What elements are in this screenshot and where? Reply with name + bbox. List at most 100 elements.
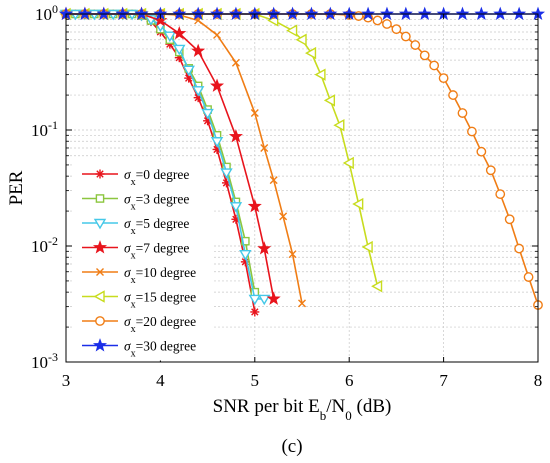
marker-shape [523, 272, 534, 282]
data-point [333, 119, 345, 132]
data-point [172, 6, 187, 20]
data-point [523, 272, 534, 282]
marker-shape [247, 198, 262, 213]
data-point [191, 43, 206, 57]
marker-shape [485, 165, 496, 176]
x-tick-label: 3 [62, 371, 71, 390]
marker-shape [382, 19, 392, 29]
data-point [191, 6, 206, 20]
marker-shape [115, 6, 130, 20]
marker-stroke [241, 258, 250, 266]
data-point [201, 108, 214, 120]
y-tick-label: 100 [35, 2, 58, 24]
x-axis-label-tail: (dB) [352, 396, 392, 417]
legend-marker [92, 240, 108, 254]
data-point [213, 30, 222, 39]
marker-shape [379, 6, 394, 20]
data-point [379, 6, 394, 20]
grid-layer [66, 14, 538, 362]
marker-shape [257, 241, 272, 255]
data-point [257, 241, 272, 255]
legend-marker [95, 169, 105, 179]
marker-shape [333, 119, 345, 132]
legend-marker [93, 218, 107, 230]
marker-shape [92, 240, 108, 254]
data-point [400, 31, 411, 42]
x-axis-label-mid: /N [326, 396, 345, 417]
data-point [361, 6, 376, 20]
marker-shape [342, 156, 354, 170]
marker-stroke [260, 143, 269, 152]
x-axis-label-sub2: 0 [345, 408, 352, 423]
data-point [295, 33, 307, 46]
data-point [417, 6, 432, 20]
data-point [266, 6, 281, 20]
marker-shape [391, 24, 402, 35]
data-point [248, 294, 262, 306]
data-point [314, 68, 326, 81]
data-point [342, 156, 354, 170]
marker-shape [228, 6, 243, 20]
marker-shape [353, 11, 364, 21]
x-tick-label: 8 [534, 371, 543, 390]
data-point [372, 15, 383, 26]
marker-shape [210, 78, 225, 92]
legend-entry: σx=7 degree [82, 240, 189, 261]
data-point [485, 165, 496, 176]
marker-shape [172, 6, 187, 20]
marker-shape [266, 291, 281, 305]
legend-box [73, 159, 213, 361]
marker-shape [241, 236, 250, 246]
data-point [410, 40, 421, 50]
legend-label: σx=10 degree [124, 265, 196, 286]
data-point [457, 108, 468, 118]
marker-shape [92, 338, 108, 352]
data-point [371, 280, 383, 293]
marker-shape [266, 6, 281, 20]
data-point [288, 250, 297, 259]
legend-marker [95, 316, 105, 326]
marker-shape [429, 60, 440, 71]
marker-stroke [96, 170, 104, 178]
legend-marker [92, 338, 108, 352]
marker-shape [474, 6, 489, 20]
data-point [250, 109, 259, 118]
data-point [231, 58, 240, 67]
data-point [220, 168, 233, 179]
data-point [239, 249, 252, 261]
legend-entry: σx=3 degree [82, 192, 189, 212]
data-point [304, 46, 317, 60]
y-tick-label: 10-2 [31, 234, 58, 256]
x-tick-label: 6 [345, 371, 354, 390]
data-point [448, 90, 458, 100]
data-point [258, 294, 271, 306]
figure-caption: (c) [281, 436, 302, 457]
data-point [241, 236, 250, 246]
tick-layer: 3 4 5 6 7 8 100 10-1 10-2 10-3 [31, 2, 542, 390]
marker-shape [173, 44, 186, 56]
marker-shape [438, 73, 449, 84]
marker-shape [201, 108, 214, 120]
marker-stroke [231, 58, 240, 67]
data-point [210, 78, 225, 92]
marker-shape [229, 202, 243, 213]
marker-shape [258, 294, 271, 306]
data-point [210, 6, 225, 20]
marker-shape [93, 218, 107, 230]
marker-shape [448, 90, 458, 100]
data-point [210, 137, 224, 148]
data-point [115, 6, 130, 20]
legend-label: σx=0 degree [124, 167, 189, 188]
marker-stroke [269, 176, 278, 185]
marker-shape [210, 6, 225, 20]
data-point [353, 11, 364, 21]
legend-label: σx=5 degree [124, 216, 189, 237]
marker-shape [493, 6, 508, 20]
marker-shape [352, 197, 364, 211]
data-point [361, 240, 373, 254]
data-point [476, 146, 487, 157]
marker-shape [504, 214, 515, 225]
marker-shape [134, 6, 149, 20]
data-point [323, 6, 338, 20]
data-point [172, 26, 187, 40]
